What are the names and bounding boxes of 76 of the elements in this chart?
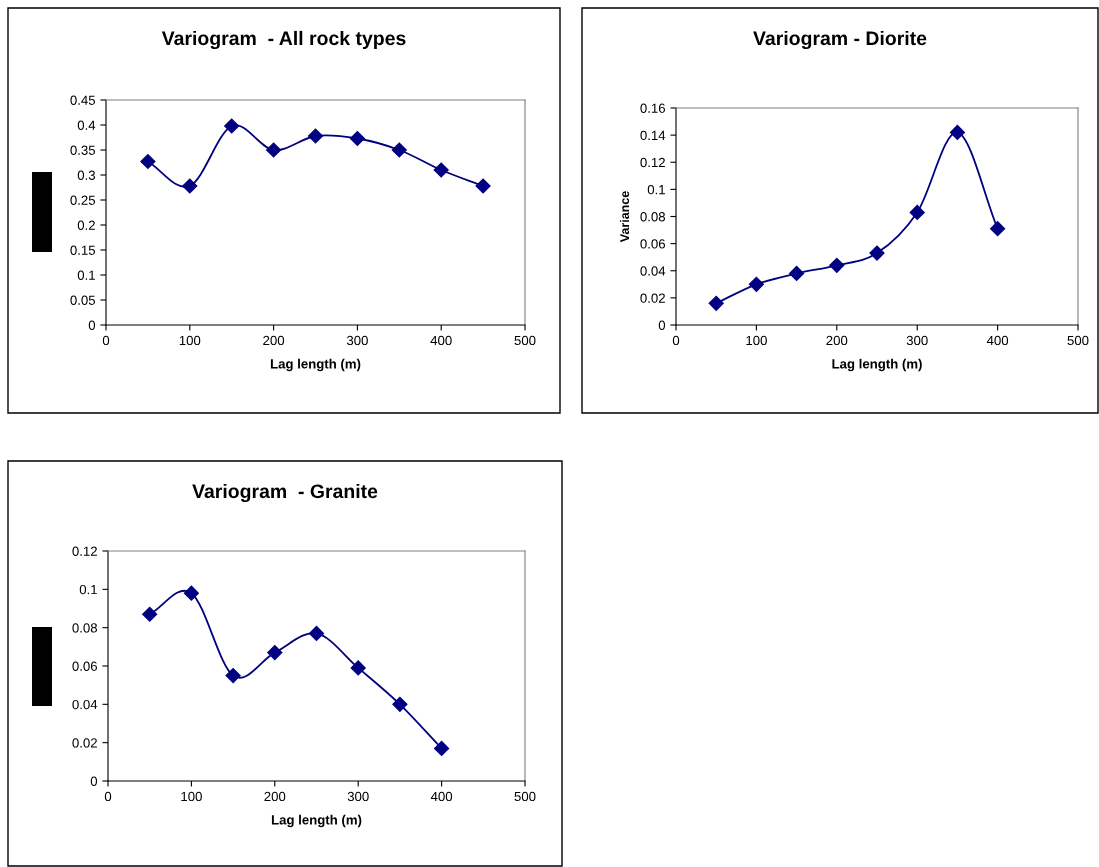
point (349, 130, 365, 147)
point (475, 178, 491, 194)
y-tick-label: 0.06 (640, 239, 666, 249)
y-tick-label: 0.3 (77, 170, 96, 180)
x-tick-label: 100 (181, 791, 202, 802)
x-tick-label: 200 (826, 335, 848, 346)
y-tick-label: 0.04 (72, 699, 98, 710)
y-tick-label: 0.25 (70, 195, 96, 205)
point (869, 245, 885, 261)
point (909, 204, 925, 221)
x-tick-label: 500 (514, 791, 536, 802)
y-tick-label: 0.35 (70, 145, 96, 155)
chart-title: Variogram - Granite (192, 483, 378, 503)
y-tick-label: 0.1 (77, 270, 95, 280)
y-tick-label: 0.4 (77, 120, 96, 130)
point (267, 645, 283, 661)
point (434, 740, 450, 756)
x-tick-label: 0 (102, 335, 110, 346)
y-tick-label: 0.15 (70, 245, 96, 255)
x-tick-label: 500 (514, 335, 536, 346)
y-tick-label: 0 (88, 320, 96, 330)
chart-title: Variogram - Diorite (753, 30, 927, 50)
point (350, 660, 366, 676)
x-tick-label: 300 (347, 791, 369, 802)
y-tick-label: 0.05 (70, 295, 96, 305)
point (266, 142, 282, 158)
x-tick-label: 100 (179, 335, 201, 346)
point (829, 257, 845, 273)
x-tick-label: 400 (430, 791, 453, 802)
chart-title: Variogram - All rock types (161, 30, 406, 50)
point (708, 295, 724, 311)
x-axis-title: Lag length (m) (271, 814, 362, 828)
point (748, 276, 764, 292)
y-tick-label: 0.06 (72, 661, 98, 671)
y-tick-label: 0.16 (640, 103, 666, 113)
point (307, 128, 324, 144)
point (308, 625, 325, 641)
point (182, 178, 198, 194)
x-axis-title: Lag length (m) (270, 358, 361, 372)
x-tick-label: 500 (1067, 335, 1089, 346)
y-axis-title: Variance (619, 191, 630, 243)
point (225, 668, 241, 684)
y-tick-label: 0.04 (640, 266, 666, 276)
x-tick-label: 0 (104, 791, 112, 802)
y-tick-label: 0 (658, 320, 666, 330)
point (990, 221, 1006, 237)
point (789, 265, 805, 282)
x-tick-label: 300 (906, 335, 928, 346)
y-tick-label: 0.12 (640, 157, 665, 168)
x-tick-label: 0 (672, 335, 680, 346)
point (433, 162, 449, 178)
y-tick-label: 0.02 (640, 293, 665, 303)
point (142, 606, 158, 622)
x-tick-label: 200 (264, 791, 286, 802)
x-axis-title: Lag length (m) (832, 358, 922, 372)
y-tick-label: 0.02 (72, 738, 97, 748)
point (949, 124, 965, 140)
point (392, 696, 408, 712)
point (391, 142, 407, 158)
x-tick-label: 300 (346, 335, 368, 346)
point (140, 153, 156, 170)
y-tick-label: 0.1 (647, 184, 665, 195)
point (224, 118, 240, 134)
y-tick-label: 0.12 (72, 546, 97, 556)
y-tick-label: 0.1 (79, 584, 97, 595)
y-tick-label: 0.2 (77, 220, 95, 230)
y-tick-label: 0 (90, 776, 98, 786)
point (183, 585, 199, 601)
y-tick-label: 0.45 (70, 95, 96, 105)
x-tick-label: 100 (746, 335, 767, 346)
y-tick-label: 0.08 (72, 623, 98, 633)
y-tick-label: 0.08 (640, 212, 666, 222)
x-tick-label: 400 (986, 335, 1009, 346)
x-tick-label: 200 (263, 335, 285, 346)
x-tick-label: 400 (430, 335, 452, 346)
y-tick-label: 0.14 (640, 130, 666, 141)
